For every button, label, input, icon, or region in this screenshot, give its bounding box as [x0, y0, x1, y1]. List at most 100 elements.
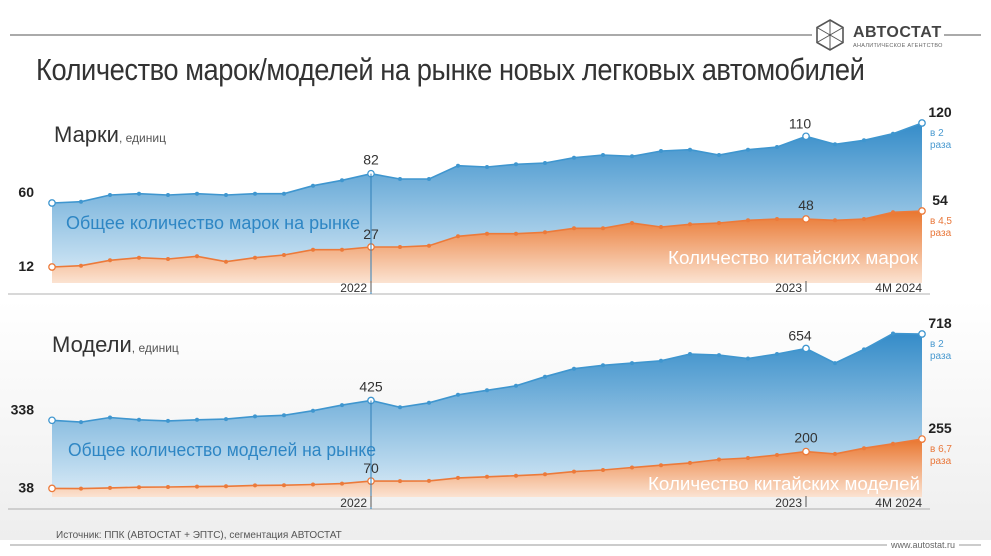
data-point: [833, 451, 837, 456]
data-point: [891, 441, 895, 446]
growth-note-chinese: в 6,7 раза: [930, 444, 952, 467]
data-point: [311, 183, 315, 188]
data-point: [543, 230, 547, 235]
data-point: [717, 457, 721, 462]
data-point: [485, 474, 489, 479]
data-point: [891, 131, 895, 136]
data-point: [775, 145, 779, 149]
data-point: [195, 191, 199, 196]
data-point: [137, 485, 141, 490]
mid-label-total: 425: [359, 379, 383, 395]
data-point: [862, 446, 866, 451]
data-point: [746, 456, 750, 460]
mark-label-chinese: 48: [798, 197, 814, 213]
data-point: [398, 479, 402, 484]
source-note: Источник: ППК (АВТОСТАТ + ЭПТС), сегмент…: [56, 530, 342, 541]
data-point: [802, 132, 810, 141]
data-point: [630, 221, 634, 225]
end-label-total: 718: [928, 315, 952, 331]
data-point: [485, 388, 489, 393]
data-point: [166, 418, 170, 423]
data-point: [137, 255, 141, 260]
data-point: [485, 165, 489, 169]
end-label-total: 120: [928, 104, 952, 120]
x-tick-label: 2022: [340, 496, 367, 510]
data-point: [601, 226, 605, 231]
data-point: [282, 413, 286, 418]
growth-note-total: в 2 раза: [930, 339, 952, 362]
data-point: [833, 142, 837, 147]
data-point: [79, 420, 83, 425]
data-point: [311, 247, 315, 252]
data-point: [48, 199, 56, 207]
data-point: [427, 478, 431, 483]
data-point: [108, 193, 112, 197]
data-point: [862, 217, 866, 221]
data-point: [775, 352, 779, 356]
data-point: [918, 207, 926, 215]
data-point: [862, 347, 866, 352]
data-point: [688, 352, 692, 356]
area-chinese: [52, 211, 922, 283]
autostat-logo-icon: [816, 19, 844, 51]
panel-0: 60 12 82 27 110 48 120 54 в 2 раза в 4,5 раза Общее …: [8, 104, 952, 295]
growth-note-total: в 2 раза: [930, 128, 952, 151]
data-point: [802, 344, 810, 353]
end-label-chinese: 255: [928, 420, 952, 436]
data-point: [630, 361, 634, 366]
data-point: [891, 331, 895, 336]
logo-name: АВТОСТАТ: [853, 24, 942, 41]
x-tick-label: 2022: [340, 281, 367, 295]
data-point: [630, 465, 634, 470]
data-point: [48, 484, 56, 493]
series-name-total: Общее количество моделей на рынке: [68, 440, 376, 460]
data-point: [282, 253, 286, 257]
data-point: [108, 415, 112, 420]
data-point: [456, 392, 460, 397]
data-point: [918, 119, 926, 127]
data-point: [79, 199, 83, 204]
mark-label-total: 654: [788, 328, 812, 344]
data-point: [688, 147, 692, 152]
mid-label-total: 82: [363, 152, 379, 168]
data-point: [195, 254, 199, 259]
data-point: [427, 243, 431, 248]
data-point: [224, 193, 228, 197]
data-point: [891, 210, 895, 215]
data-point: [224, 417, 228, 422]
data-point: [485, 231, 489, 236]
data-point: [195, 417, 199, 422]
start-label-total: 338: [11, 401, 35, 417]
data-point: [340, 178, 344, 183]
data-point: [340, 481, 344, 486]
mark-label-total: 110: [789, 115, 812, 131]
data-point: [166, 257, 170, 261]
data-point: [427, 400, 431, 405]
data-point: [166, 193, 170, 197]
data-point: [775, 453, 779, 457]
panel-1: 338 38 425 70 654 200 718 255 в 2 раза в 6,7 раза Об…: [8, 315, 952, 510]
data-point: [601, 363, 605, 368]
data-point: [340, 403, 344, 408]
data-point: [659, 149, 663, 153]
data-point: [717, 353, 721, 358]
mark-label-chinese: 200: [794, 430, 818, 446]
growth-note-chinese: в 4,5 раза: [930, 216, 952, 239]
data-point: [282, 191, 286, 196]
data-point: [572, 469, 576, 474]
page-title: Количество марок/моделей на рынке новых …: [36, 52, 865, 87]
data-point: [340, 247, 344, 252]
data-point: [224, 484, 228, 489]
start-label-chinese: 12: [18, 258, 34, 274]
data-point: [659, 463, 663, 468]
data-point: [746, 218, 750, 223]
data-point: [918, 435, 926, 443]
data-point: [543, 161, 547, 165]
data-point: [398, 405, 402, 410]
data-point: [514, 383, 518, 388]
data-point: [688, 222, 692, 227]
data-point: [572, 226, 576, 231]
data-point: [311, 482, 315, 487]
start-label-total: 60: [18, 184, 34, 200]
